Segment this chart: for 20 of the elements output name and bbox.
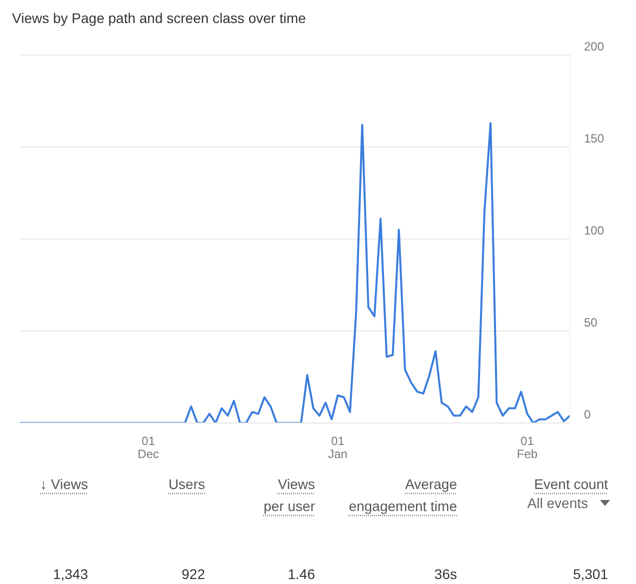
- x-tick-label: 01 Dec: [138, 434, 160, 461]
- x-tick-label: 01 Jan: [328, 434, 348, 461]
- y-tick-label: 200: [584, 39, 604, 54]
- text: Views per user: [262, 475, 315, 516]
- text: All events: [527, 495, 588, 511]
- text: Average engagement time: [348, 475, 457, 516]
- x-tick-label: 01 Feb: [516, 434, 538, 461]
- text: 1,343: [52, 566, 88, 582]
- text: 5,301: [572, 566, 608, 582]
- text: ↓ Views: [39, 475, 88, 494]
- text: 922: [180, 566, 205, 582]
- text: Users: [167, 475, 205, 494]
- y-tick-label: 0: [584, 407, 591, 422]
- y-tick-label: 50: [584, 315, 598, 330]
- text: Event count: [533, 475, 608, 494]
- chart-title: Views by Page path and screen class over time: [11, 9, 307, 28]
- y-tick-label: 150: [584, 131, 604, 146]
- text: 1.46: [286, 566, 315, 582]
- y-tick-label: 100: [584, 223, 604, 238]
- text: 36s: [433, 566, 457, 582]
